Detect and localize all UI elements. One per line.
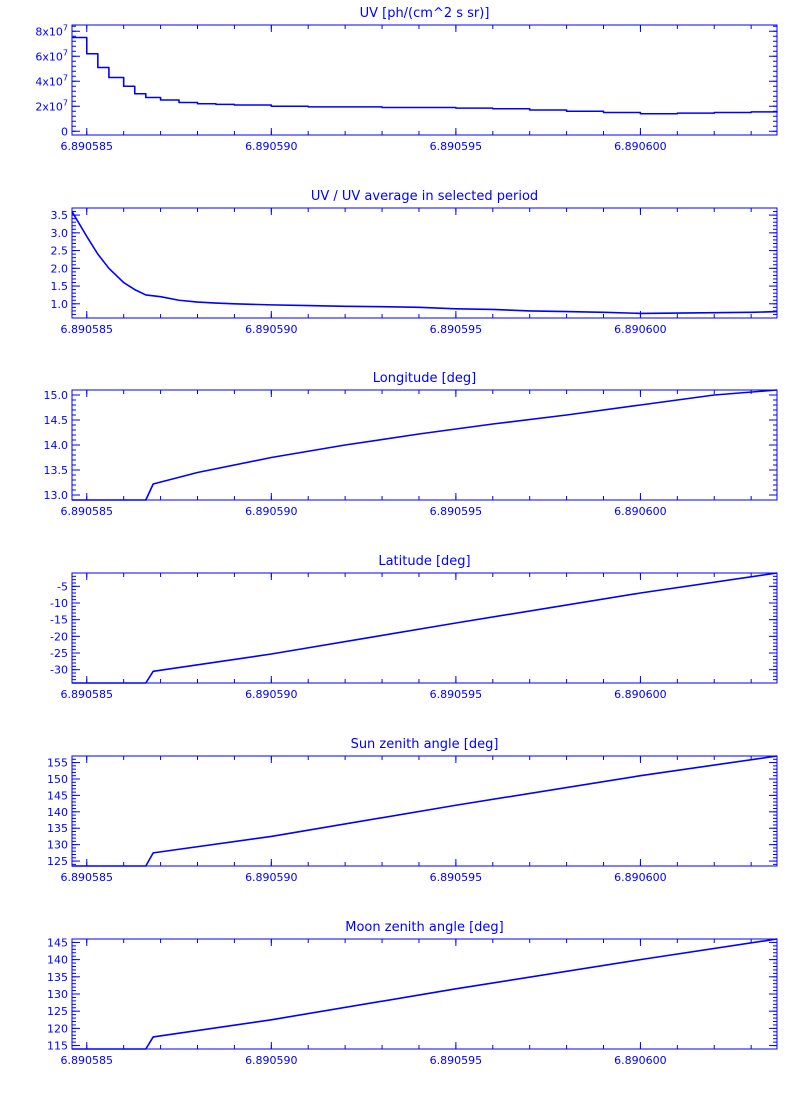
chart-panel-5: Sun zenith angle [deg] 6.890585 6.890590 6.… bbox=[47, 737, 778, 884]
series-line bbox=[71, 211, 778, 315]
y-tick-label: 1.0 bbox=[51, 298, 69, 311]
chart-panel-6: Moon zenith angle [deg] 6.890585 6.890590 6… bbox=[47, 920, 778, 1067]
y-tick-label: 13.5 bbox=[44, 464, 69, 477]
y-tick-label: 140 bbox=[47, 806, 68, 819]
y-tick-label: 135 bbox=[47, 971, 68, 984]
y-tick-label: 13.0 bbox=[44, 489, 69, 502]
chart-title: UV / UV average in selected period bbox=[311, 189, 538, 204]
x-tick-label: 6.890590 bbox=[245, 688, 298, 701]
y-tick-label: 1.5 bbox=[51, 280, 69, 293]
y-tick-label: 3.0 bbox=[51, 227, 69, 240]
plot-frame bbox=[71, 389, 778, 501]
y-tick-label: 2.0 bbox=[51, 262, 69, 275]
x-tick-label: 6.890595 bbox=[430, 140, 483, 153]
y-tick-label: -15 bbox=[50, 614, 68, 627]
plot-frame bbox=[71, 755, 778, 867]
y-tick-label: 140 bbox=[47, 954, 68, 967]
y-tick-label: 155 bbox=[47, 757, 68, 770]
series-line bbox=[72, 938, 778, 1050]
y-tick-label: 135 bbox=[47, 822, 68, 835]
x-tick-label: 6.890595 bbox=[430, 871, 483, 884]
chart-title: Moon zenith angle [deg] bbox=[345, 920, 503, 935]
y-tick-label: -20 bbox=[50, 630, 68, 643]
y-tick-label: 14.5 bbox=[44, 414, 69, 427]
chart-panel-1: UV [ph/(cm^2 s sr)] 6.890585 6.890590 6.890… bbox=[35, 6, 778, 153]
y-tick-label: 145 bbox=[47, 936, 68, 949]
y-tick-label: 120 bbox=[47, 1022, 68, 1035]
y-tick-label: 15.0 bbox=[44, 389, 69, 402]
chart-title: Sun zenith angle [deg] bbox=[351, 737, 499, 752]
y-tick-label: 150 bbox=[47, 773, 68, 786]
y-tick-label: 2x107 bbox=[35, 98, 68, 113]
x-tick-label: 6.890600 bbox=[614, 505, 667, 518]
y-tick-label: 130 bbox=[47, 839, 68, 852]
x-tick-label: 6.890600 bbox=[614, 871, 667, 884]
x-tick-label: 6.890585 bbox=[61, 140, 114, 153]
series-line bbox=[72, 755, 778, 867]
x-tick-label: 6.890595 bbox=[430, 688, 483, 701]
chart-title: Longitude [deg] bbox=[373, 371, 476, 386]
y-tick-label: 6x107 bbox=[35, 48, 68, 63]
chart-panel-3: Longitude [deg] 6.890585 6.890590 6.890595 6… bbox=[44, 371, 778, 518]
x-tick-label: 6.890585 bbox=[61, 323, 114, 336]
y-tick-label: 130 bbox=[47, 988, 68, 1001]
y-tick-label: -5 bbox=[57, 580, 68, 593]
x-tick-label: 6.890600 bbox=[614, 323, 667, 336]
x-tick-label: 6.890590 bbox=[245, 140, 298, 153]
y-tick-label: 8x107 bbox=[35, 23, 68, 38]
x-tick-label: 6.890595 bbox=[430, 505, 483, 518]
plot-frame bbox=[71, 207, 778, 319]
y-tick-label: 14.0 bbox=[44, 439, 69, 452]
y-tick-label: 3.5 bbox=[51, 209, 69, 222]
y-tick-label: 2.5 bbox=[51, 245, 69, 258]
y-tick-label: -25 bbox=[50, 647, 68, 660]
y-tick-label: -30 bbox=[50, 664, 68, 677]
x-tick-label: 6.890585 bbox=[61, 688, 114, 701]
chart-panel-4: Latitude [deg] 6.890585 6.890590 6.890595 6.… bbox=[50, 554, 778, 701]
series-line bbox=[72, 36, 778, 115]
y-tick-label: 125 bbox=[47, 1005, 68, 1018]
y-tick-label: 0 bbox=[61, 125, 68, 138]
x-tick-label: 6.890590 bbox=[245, 505, 298, 518]
x-tick-label: 6.890595 bbox=[430, 1054, 483, 1067]
chart-title: Latitude [deg] bbox=[378, 554, 470, 569]
x-tick-label: 6.890590 bbox=[245, 323, 298, 336]
x-tick-label: 6.890585 bbox=[61, 505, 114, 518]
plot-frame bbox=[71, 24, 778, 136]
chart-panel-2: UV / UV average in selected period 6.8905… bbox=[51, 189, 778, 336]
plot-frame bbox=[71, 572, 778, 684]
x-tick-label: 6.890590 bbox=[245, 1054, 298, 1067]
y-tick-label: -10 bbox=[50, 597, 68, 610]
y-tick-label: 125 bbox=[47, 855, 68, 868]
y-tick-label: 115 bbox=[47, 1040, 68, 1053]
x-tick-label: 6.890585 bbox=[61, 1054, 114, 1067]
y-tick-label: 145 bbox=[47, 789, 68, 802]
x-tick-label: 6.890595 bbox=[430, 323, 483, 336]
x-tick-label: 6.890600 bbox=[614, 688, 667, 701]
series-line bbox=[72, 572, 778, 684]
x-tick-label: 6.890585 bbox=[61, 871, 114, 884]
series-line bbox=[72, 389, 778, 501]
x-tick-label: 6.890600 bbox=[614, 1054, 667, 1067]
x-tick-label: 6.890590 bbox=[245, 871, 298, 884]
chart-title: UV [ph/(cm^2 s sr)] bbox=[360, 6, 490, 21]
x-tick-label: 6.890600 bbox=[614, 140, 667, 153]
y-tick-label: 4x107 bbox=[35, 73, 68, 88]
